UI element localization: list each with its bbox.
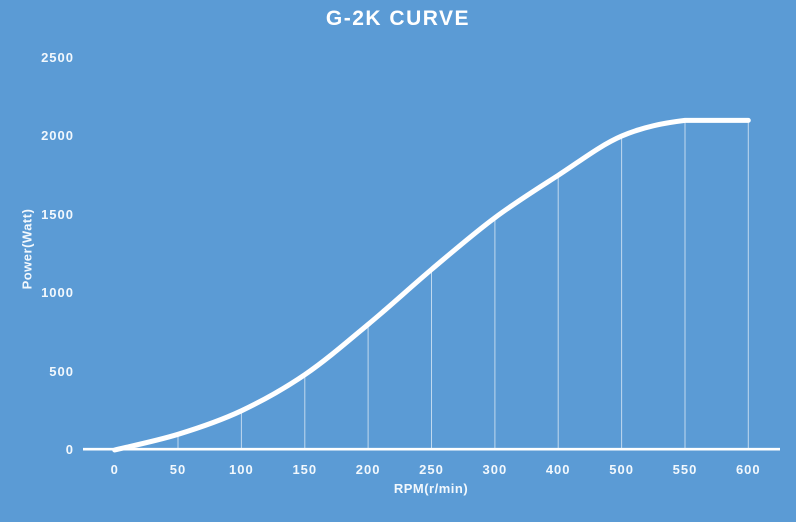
- chart-title: G-2K CURVE: [325, 7, 471, 30]
- y-tick-label: 1000: [41, 285, 74, 300]
- y-tick-label: 2500: [41, 49, 74, 65]
- x-tick-label: 200: [355, 462, 381, 477]
- x-tick-label: 600: [735, 462, 761, 477]
- x-tick-label: 100: [229, 462, 254, 477]
- x-tick-label: 250: [419, 462, 444, 477]
- x-axis-title: RPM(r/min): [393, 481, 469, 496]
- x-tick-label: 0: [110, 462, 119, 477]
- y-tick-label: 500: [49, 363, 74, 379]
- y-tick-label: 2000: [41, 128, 74, 144]
- x-tick-label: 400: [545, 462, 571, 477]
- x-tick-label: 500: [609, 462, 634, 477]
- x-tick-label: 150: [292, 462, 318, 477]
- y-tick-label: 1500: [41, 206, 74, 222]
- x-tick-label: 300: [482, 462, 508, 477]
- x-tick-label: 50: [169, 462, 187, 477]
- curve-line: [112, 117, 751, 453]
- x-tick-label: 550: [672, 462, 698, 477]
- y-tick-label: 0: [65, 442, 74, 457]
